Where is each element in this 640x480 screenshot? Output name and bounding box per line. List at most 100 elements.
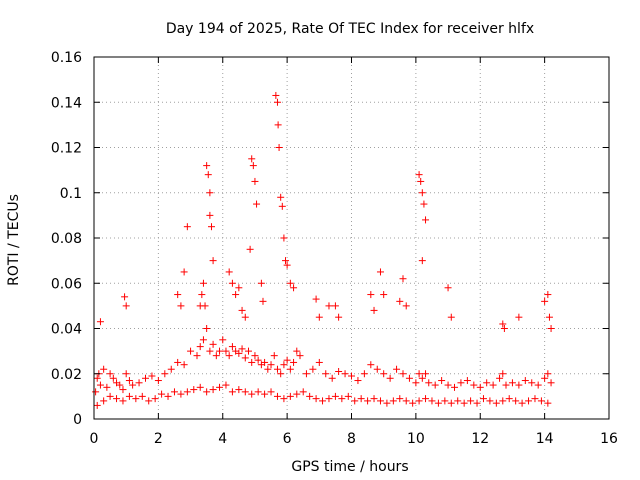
data-point — [119, 386, 127, 394]
x-tick-label: 6 — [283, 431, 292, 447]
data-point — [261, 358, 269, 366]
y-tick-label: 0 — [73, 412, 82, 428]
data-point — [219, 336, 227, 344]
data-point — [302, 370, 310, 378]
data-point — [467, 397, 475, 405]
data-point — [396, 297, 404, 305]
x-tick-label: 10 — [407, 431, 425, 447]
data-point — [420, 200, 428, 208]
data-point — [393, 365, 401, 373]
data-point — [170, 388, 178, 396]
x-tick-label: 0 — [90, 431, 99, 447]
data-point — [547, 379, 555, 387]
y-tick-label: 0.14 — [51, 95, 82, 111]
data-point — [254, 356, 262, 364]
data-point — [238, 306, 246, 314]
data-point — [441, 397, 449, 405]
data-point — [183, 388, 191, 396]
data-point — [319, 397, 327, 405]
data-point — [253, 200, 261, 208]
data-point — [376, 268, 384, 276]
x-tick-label: 2 — [154, 431, 163, 447]
data-point — [521, 377, 529, 385]
data-point — [277, 193, 285, 201]
data-point — [405, 374, 413, 382]
data-point — [367, 361, 375, 369]
data-point — [370, 306, 378, 314]
data-point — [251, 177, 259, 185]
data-point — [199, 279, 207, 287]
data-point — [122, 302, 130, 310]
data-point — [100, 365, 108, 373]
data-point — [544, 370, 552, 378]
data-point — [370, 395, 378, 403]
data-point — [203, 325, 211, 332]
data-point — [125, 392, 133, 400]
data-point — [222, 381, 230, 389]
data-point — [259, 297, 267, 305]
data-point — [518, 399, 526, 407]
data-point — [483, 379, 491, 387]
data-point — [228, 343, 236, 351]
data-point — [203, 388, 211, 396]
y-tick-label: 0.12 — [51, 141, 82, 157]
data-point — [177, 390, 185, 398]
data-point — [451, 383, 458, 391]
data-point — [142, 374, 149, 382]
data-point — [325, 395, 333, 403]
data-point — [251, 352, 259, 360]
data-point — [341, 370, 349, 378]
chart-title: Day 194 of 2025, Rate Of TEC Index for r… — [166, 21, 534, 37]
y-tick-label: 0.08 — [51, 231, 82, 247]
data-point — [335, 367, 343, 375]
data-point — [325, 302, 333, 310]
y-tick-label: 0.04 — [51, 322, 82, 338]
data-point — [528, 379, 536, 387]
data-point — [309, 365, 317, 373]
data-point — [315, 358, 323, 366]
data-point — [422, 216, 430, 224]
data-point — [248, 155, 256, 163]
y-tick-label: 0.02 — [51, 367, 82, 383]
data-point — [204, 171, 212, 179]
data-point — [515, 381, 523, 389]
data-point — [121, 293, 129, 301]
data-point — [196, 343, 204, 351]
data-point — [502, 381, 510, 389]
data-point — [135, 379, 143, 387]
data-point — [434, 399, 442, 407]
data-point — [380, 370, 388, 378]
data-point — [547, 325, 555, 332]
data-point — [225, 268, 233, 276]
data-point — [174, 291, 182, 299]
data-point — [486, 397, 494, 405]
grid-lines — [94, 57, 609, 419]
data-point — [489, 381, 497, 389]
data-point — [96, 381, 104, 389]
data-point — [96, 318, 104, 326]
data-point — [280, 395, 288, 403]
data-point — [183, 223, 191, 231]
data-point — [270, 352, 278, 360]
data-point — [500, 325, 508, 332]
data-point — [525, 397, 533, 405]
data-point — [322, 370, 330, 378]
data-point — [116, 381, 124, 389]
data-point — [203, 162, 211, 170]
data-point — [199, 336, 207, 344]
data-point — [283, 356, 291, 364]
data-point — [277, 370, 285, 378]
data-point — [222, 347, 230, 355]
x-tick-label: 16 — [600, 431, 618, 447]
data-point — [249, 162, 257, 170]
data-point — [129, 381, 137, 389]
data-point — [235, 284, 243, 292]
data-point — [241, 354, 249, 362]
data-point — [154, 377, 162, 385]
data-point — [460, 399, 468, 407]
data-point — [235, 386, 243, 394]
data-point — [418, 257, 426, 265]
data-point — [248, 358, 256, 366]
data-point — [499, 370, 507, 378]
